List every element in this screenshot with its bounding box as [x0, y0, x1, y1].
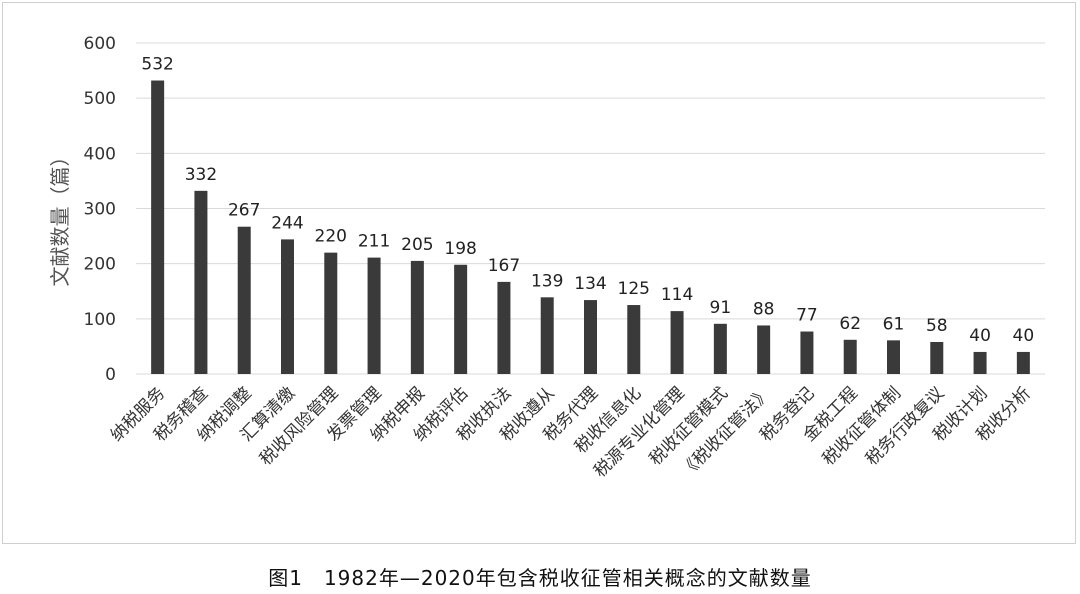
bar	[367, 257, 381, 374]
bar	[713, 323, 727, 374]
data-label: 211	[358, 232, 390, 252]
data-label: 134	[574, 274, 606, 294]
data-label: 532	[141, 55, 173, 75]
y-axis-ticks: 0 100 200 300 400 500 600	[84, 34, 116, 385]
bar	[800, 331, 814, 374]
bar	[843, 339, 857, 374]
category-labels: 纳税服务税务稽查纳税调整汇算清缴税收风险管理发票管理纳税申报纳税评估税收执法税收…	[107, 383, 1035, 481]
data-labels: 532 332 267 244 220 211 205 198 167 139 134 125 114 9…	[141, 55, 1034, 346]
bar	[497, 281, 511, 374]
y-tick-label: 300	[84, 200, 116, 220]
data-label: 220	[315, 227, 347, 247]
y-axis-title: 文献数量（篇）	[48, 147, 72, 287]
bar	[584, 300, 597, 374]
bar	[930, 342, 944, 374]
figure-caption: 图1 1982年—2020年包含税收征管相关概念的文献数量	[268, 566, 812, 590]
bar	[627, 305, 641, 374]
bar	[324, 252, 338, 374]
bar	[973, 351, 987, 374]
data-label: 205	[401, 235, 433, 255]
data-label: 167	[488, 256, 520, 276]
data-label: 62	[839, 314, 861, 334]
data-label: 88	[753, 299, 775, 319]
bars	[151, 80, 1030, 374]
bar	[1016, 351, 1030, 374]
y-tick-label: 200	[84, 255, 116, 275]
bar	[237, 226, 251, 374]
bar	[281, 239, 294, 374]
bar-chart: 0 100 200 300 400 500 600 532 332 267 244 220 211 20…	[48, 34, 1045, 482]
data-label: 244	[271, 213, 303, 233]
bar	[540, 297, 554, 374]
data-label: 40	[1013, 326, 1035, 346]
bar	[194, 190, 208, 374]
data-label: 267	[228, 201, 260, 221]
bar	[410, 260, 424, 374]
y-tick-label: 400	[84, 144, 116, 164]
y-tick-label: 0	[105, 365, 116, 385]
bar	[887, 340, 900, 374]
y-tick-label: 500	[84, 89, 116, 109]
data-label: 77	[796, 306, 818, 326]
data-label: 91	[710, 298, 732, 318]
bar	[151, 80, 165, 374]
data-label: 114	[661, 285, 693, 305]
bar	[670, 311, 684, 374]
data-label: 198	[444, 239, 476, 259]
data-label: 40	[969, 326, 991, 346]
y-tick-label: 600	[84, 34, 116, 54]
y-tick-label: 100	[84, 310, 116, 330]
bar	[757, 325, 771, 374]
data-label: 61	[883, 314, 905, 334]
data-label: 139	[531, 271, 563, 291]
bar	[454, 264, 468, 374]
data-label: 125	[618, 279, 650, 299]
chart-frame: 0 100 200 300 400 500 600 532 332 267 244 220 211 20…	[2, 2, 1076, 544]
data-label: 332	[185, 165, 217, 185]
data-label: 58	[926, 316, 948, 336]
